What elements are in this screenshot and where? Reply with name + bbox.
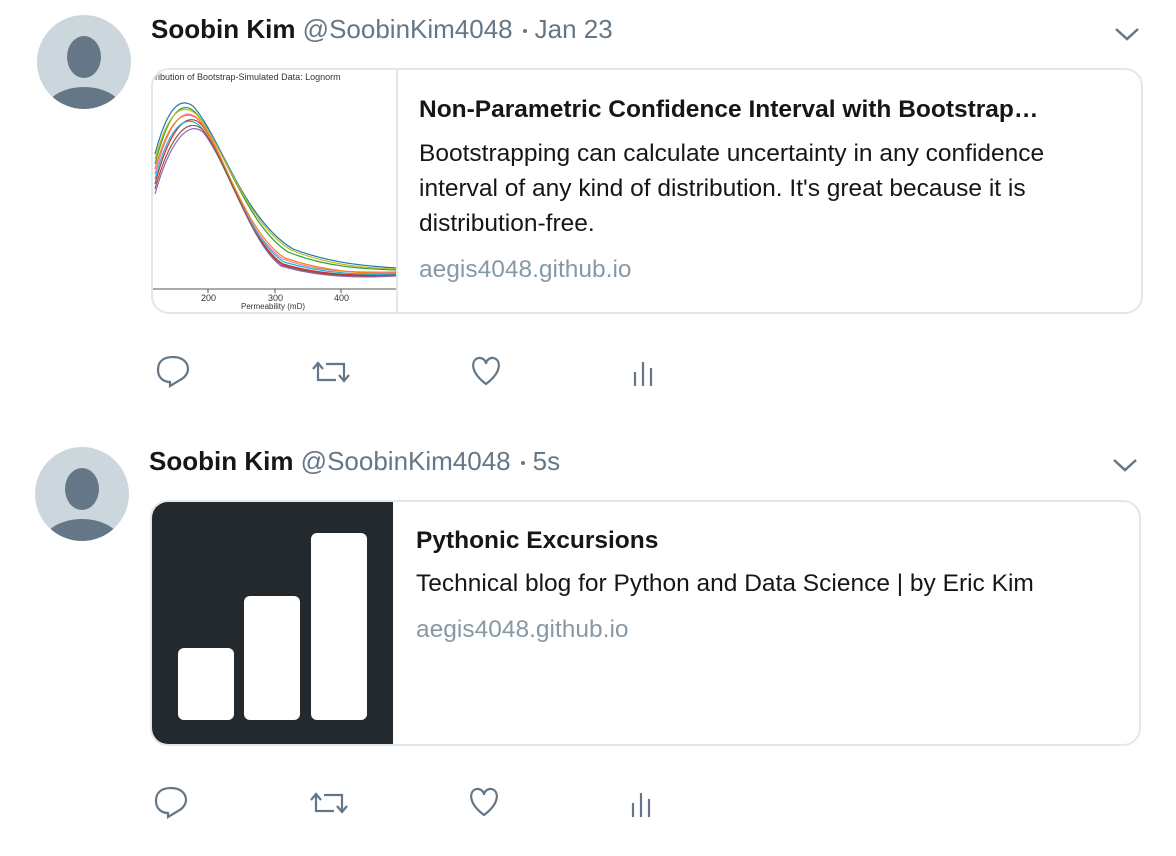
menu-chevron[interactable]: [1110, 455, 1140, 475]
card-title: Pythonic Excursions: [416, 527, 659, 554]
retweet-icon[interactable]: [310, 792, 348, 814]
avatar[interactable]: [35, 447, 129, 541]
tweet-header: Soobin Kim @SoobinKim4048 5s: [149, 446, 560, 477]
action-bar: [156, 355, 653, 388]
tweet-header: Soobin Kim @SoobinKim4048 Jan 23: [151, 14, 613, 45]
user-name[interactable]: Soobin Kim: [149, 446, 294, 476]
user-handle[interactable]: @SoobinKim4048: [300, 446, 511, 476]
separator: [522, 29, 527, 34]
reply-icon[interactable]: [154, 786, 188, 819]
thumb-title: ribution of Bootstrap-Simulated Data: Lo…: [155, 72, 341, 82]
link-card[interactable]: Pythonic Excursions Technical blog for P…: [150, 500, 1141, 746]
thumb-tick: 300: [268, 293, 284, 303]
thumb-tick: 400: [334, 293, 350, 303]
blog-logo: [178, 533, 367, 720]
analytics-icon[interactable]: [633, 362, 653, 386]
analytics-icon[interactable]: [631, 793, 651, 817]
retweet-icon[interactable]: [312, 361, 350, 383]
card-description: Bootstrapping can calculate uncertainty …: [419, 140, 1045, 237]
card-thumbnail: ribution of Bootstrap-Simulated Data: Lo…: [153, 70, 398, 312]
timestamp[interactable]: Jan 23: [534, 14, 613, 44]
action-bar: [154, 786, 651, 819]
timestamp[interactable]: 5s: [532, 446, 561, 476]
card-description: Technical blog for Python and Data Scien…: [416, 570, 1034, 597]
card-domain: aegis4048.github.io: [416, 616, 629, 643]
reply-icon[interactable]: [156, 355, 190, 388]
card-title: Non-Parametric Confidence Interval with …: [419, 96, 1039, 123]
tweet[interactable]: Soobin Kim @SoobinKim4048 5s Pythonic Exc…: [0, 430, 1176, 856]
thumb-xlabel: Permeability (mD): [241, 302, 306, 311]
like-icon[interactable]: [470, 787, 498, 817]
card-domain: aegis4048.github.io: [419, 256, 632, 283]
user-handle[interactable]: @SoobinKim4048: [302, 14, 513, 44]
link-card[interactable]: ribution of Bootstrap-Simulated Data: Lo…: [151, 68, 1143, 314]
thumb-tick: 200: [201, 293, 217, 303]
like-icon[interactable]: [472, 356, 500, 386]
menu-chevron[interactable]: [1112, 24, 1142, 44]
thumb-plot: [153, 102, 396, 293]
tweet[interactable]: Soobin Kim @SoobinKim4048 Jan 23 ribution…: [0, 0, 1176, 430]
user-name[interactable]: Soobin Kim: [151, 14, 296, 44]
avatar[interactable]: [37, 15, 131, 109]
avatar-icon: [42, 468, 122, 541]
card-thumbnail: [152, 502, 393, 744]
avatar-icon: [44, 36, 124, 109]
separator: [520, 461, 525, 466]
